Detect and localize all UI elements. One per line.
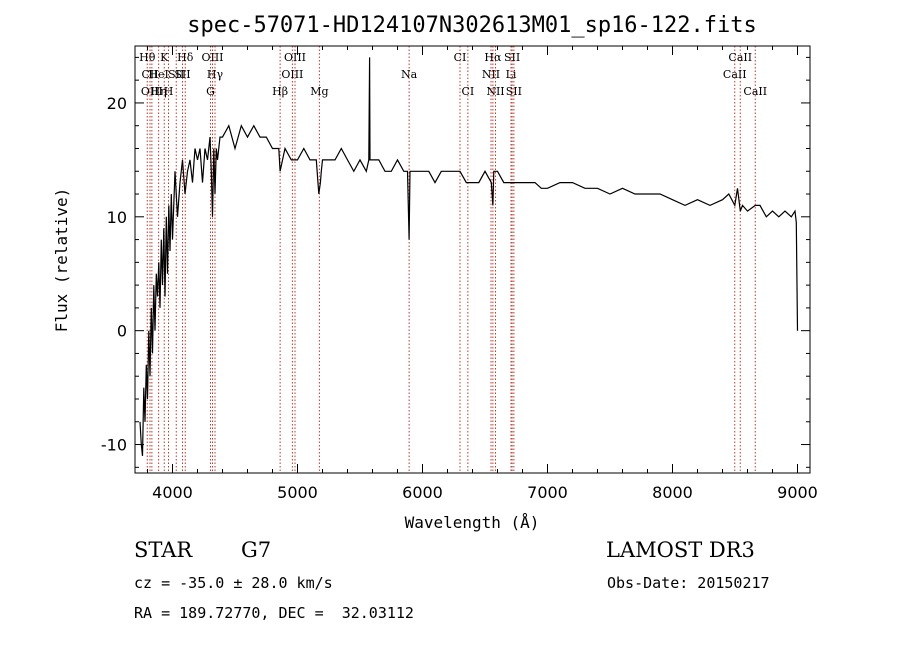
y-tick-label: 20 <box>107 94 127 113</box>
spectral-subclass: G7 <box>241 538 272 562</box>
chart-title: spec-57071-HD124107N302613M01_sp16-122.f… <box>187 13 757 38</box>
spectral-line-label: OIII <box>201 51 223 64</box>
y-tick-label: -10 <box>101 436 127 455</box>
x-tick-label: 5000 <box>277 483 318 502</box>
plot-frame <box>134 45 811 474</box>
spectral-line-label: Na <box>401 68 418 81</box>
spectral-line-label: SII <box>504 51 520 64</box>
spectral-line-label: OIII <box>284 51 306 64</box>
spectral-line-label: SII <box>174 68 190 81</box>
spectral-line-label: CII <box>141 68 158 81</box>
spectral-line-label: Hθ <box>139 51 156 64</box>
x-tick-label: 6000 <box>402 483 443 502</box>
spectral-line-label: Hβ <box>272 85 288 98</box>
spectral-line-label: CI <box>461 85 474 98</box>
spectral-line-label: CaII <box>723 68 747 81</box>
x-axis-label: Wavelength (Å) <box>405 513 540 532</box>
spectral-line-label: Hα <box>484 51 502 64</box>
redshift-text: cz = -35.0 ± 28.0 km/s <box>134 574 333 592</box>
x-tick-label: 4000 <box>152 483 193 502</box>
spectral-line-label: Hγ <box>207 68 224 81</box>
spectral-line-label: H <box>164 85 174 98</box>
spectral-line-label: NII <box>482 68 500 81</box>
x-tick-label: 9000 <box>777 483 818 502</box>
spectral-line-label: HeI <box>148 68 168 81</box>
spectral-line-label: NII <box>486 85 504 98</box>
spectral-line-label: CaII <box>728 51 752 64</box>
spectral-line-label: Hη <box>151 85 167 98</box>
x-tick-label: 7000 <box>527 483 568 502</box>
spectral-line-label: SII <box>506 85 522 98</box>
object-type: STAR <box>134 538 193 562</box>
spectral-line-label: SII <box>168 68 184 81</box>
spectral-line-label: OIII <box>281 68 303 81</box>
survey-name: LAMOST DR3 <box>606 538 755 562</box>
y-axis-ticks: -10 0 10 20 <box>101 56 810 468</box>
x-axis-ticks: 4000 5000 6000 7000 8000 9000 <box>147 46 818 502</box>
spectral-line-labels: HθCIIOIIIKHeIHηSIIHHδSIIOIIIHγGOIIIOIIIH… <box>139 51 767 98</box>
spectral-line-label: CaII <box>743 85 767 98</box>
coordinates: RA = 189.72770, DEC = 32.03112 <box>134 604 414 622</box>
obs-date: Obs-Date: 20150217 <box>607 574 770 592</box>
spectral-line-label: CI <box>454 51 467 64</box>
spectral-line-label: G <box>206 85 215 98</box>
spectral-line-markers <box>146 46 756 473</box>
x-tick-label: 8000 <box>652 483 693 502</box>
y-tick-label: 0 <box>117 322 127 341</box>
spectral-line-label: Mg <box>310 85 328 98</box>
y-axis-label: Flux (relative) <box>52 188 71 333</box>
y-tick-label: 10 <box>107 208 127 227</box>
spectral-line-label: Li <box>506 68 517 81</box>
spectral-line-label: OIII <box>141 85 163 98</box>
spectral-line-label: Hδ <box>177 51 194 64</box>
spectral-line-label: K <box>160 51 169 64</box>
flux-series-line <box>139 57 799 456</box>
